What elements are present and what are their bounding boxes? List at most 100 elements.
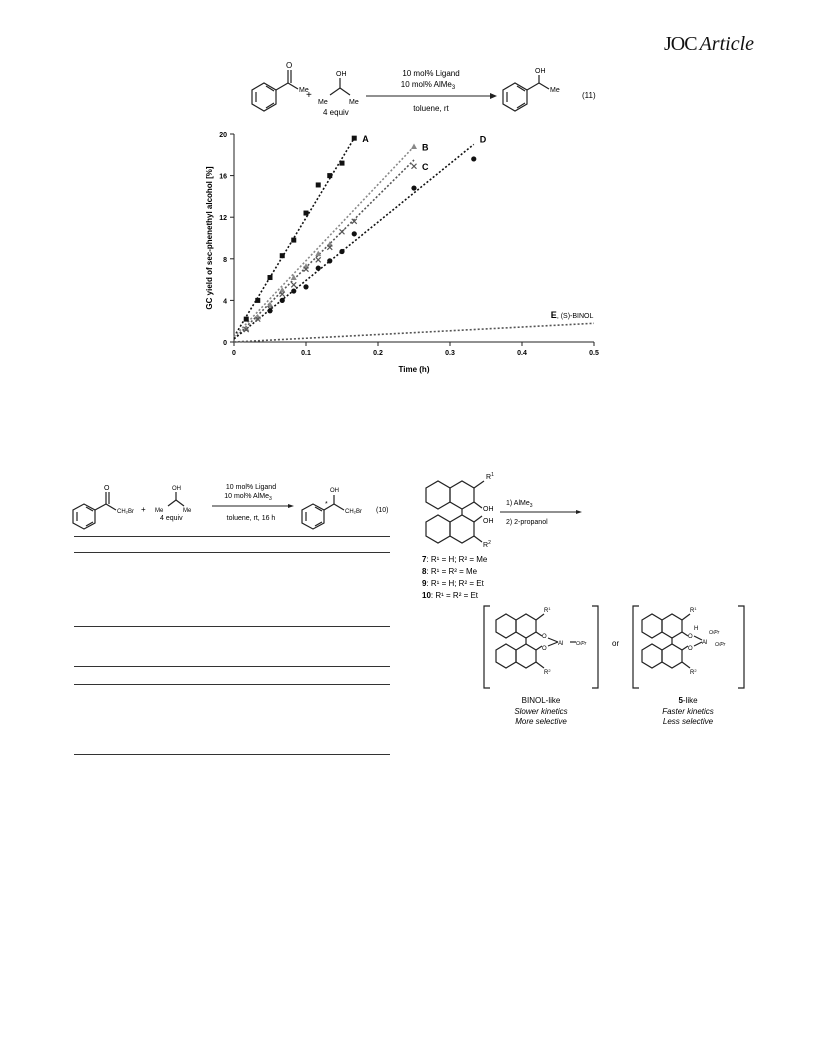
isopropanol-me-right: Me (349, 99, 359, 106)
five-like-label: 5-like (678, 696, 698, 705)
compound-8: 8: R¹ = R² = Me (422, 567, 478, 576)
binol-like-label: BINOL-like (522, 696, 561, 705)
arrow-head-10 (288, 504, 294, 508)
equation-number-10: (10) (376, 507, 388, 514)
series-label-A: A (362, 134, 369, 144)
section-name: Article (699, 33, 755, 55)
point-C-5 (303, 266, 309, 273)
x-tick-label-2: 0.2 (373, 350, 383, 357)
right-r2: R (690, 670, 695, 676)
point-D-0 (267, 308, 273, 314)
ch2br-label: CH₂Br (117, 509, 134, 515)
isopropanol-structure-10 (167, 492, 185, 507)
right-o-top: O (688, 634, 693, 640)
reagent-bottom-10: 10 mol% AlMe (224, 493, 269, 500)
reagent-bottom-sub-10: 3 (269, 496, 272, 502)
step2-label: 2) 2-propanol (506, 519, 548, 526)
reagent-bottom-sub: 3 (452, 85, 456, 91)
biaryl-diol-structure (425, 480, 485, 544)
y-axis-label: GC yield of sec-phenethyl alcohol [%] (205, 166, 214, 309)
right-o-bottom: O (688, 646, 693, 652)
right-oipr-top: O/Pr (709, 630, 720, 636)
point-B-6 (315, 250, 322, 257)
right-r1: R (690, 608, 695, 614)
point-D-3 (303, 284, 309, 290)
y-tick-label-4: 16 (219, 174, 227, 181)
r2-sup: 2 (488, 540, 491, 546)
point-D-6 (339, 248, 345, 255)
series-label-B: B (422, 142, 429, 152)
fit-line-E (233, 322, 595, 343)
conditions: toluene, rt (413, 104, 449, 113)
point-C-9 (351, 218, 358, 225)
point-A-1 (255, 297, 261, 303)
fit-line-A (233, 137, 355, 338)
fit-line-B (233, 145, 415, 338)
r2-label: R (483, 542, 488, 549)
point-D-8 (411, 185, 417, 191)
point-B-0 (243, 325, 250, 331)
x-tick-label-4: 0.4 (517, 350, 527, 357)
x-axis-label: Time (h) (399, 365, 430, 374)
point-B-8 (411, 143, 417, 149)
point-A-8 (339, 160, 345, 166)
table-rule-3 (74, 626, 390, 627)
r1-sup: 1 (491, 472, 494, 478)
point-C-6 (315, 256, 322, 263)
x-tick-label-5: 0.5 (589, 350, 599, 357)
y-tick-label-5: 20 (219, 132, 227, 139)
point-C-3 (279, 291, 286, 298)
point-A-6 (315, 182, 321, 188)
point-D-9 (471, 156, 477, 162)
oh-top: OH (483, 506, 494, 513)
y-tick-label-1: 4 (223, 298, 227, 305)
phenethyl-alcohol-structure (502, 75, 550, 112)
r1-label: R (486, 474, 491, 481)
journal-header: JOC Article (664, 33, 754, 56)
x-tick-label-1: 0.1 (301, 350, 311, 357)
five-like-selectivity: Less selective (663, 717, 714, 726)
isopropanol-me-left-10: Me (155, 508, 164, 514)
fit-line-C (233, 159, 415, 340)
equation-number-11: (11) (582, 91, 596, 100)
step1-label: 1) AlMe (506, 500, 530, 507)
point-C-1 (254, 316, 261, 323)
svg-text:R2: R2 (690, 668, 697, 676)
carbonyl-o-label-10: O (104, 485, 110, 492)
right-oipr-bottom: O/Pr (715, 642, 726, 648)
svg-text:R1: R1 (486, 472, 494, 481)
arrow-head (490, 93, 497, 99)
kinetics-chart: 0 0.1 0.2 0.3 0.4 0.5 0 4 8 12 16 20 A BC D E, (S)-BIN… (205, 132, 599, 374)
y-tick-label-2: 8 (223, 257, 227, 264)
ligand-scheme: R1 OH OH R2 1) AlMe3 2) 2-propanol 7: R¹… (422, 472, 745, 726)
point-D-7 (351, 231, 357, 237)
binol-like-complex (483, 605, 599, 689)
point-B-4 (290, 274, 297, 281)
oh-bottom: OH (483, 518, 494, 525)
compound-10: 10: R¹ = R² = Et (422, 591, 479, 600)
svg-text:R2: R2 (544, 668, 551, 676)
isopropanol-oh-label: OH (336, 71, 347, 78)
reaction-scheme-10: O CH₂Br + OH Me Me 4 equiv 10 mol% Ligan… (72, 484, 388, 530)
point-A-9 (351, 135, 357, 141)
table-rule-2 (74, 552, 390, 553)
isopropanol-oh-label-10: OH (172, 486, 181, 492)
point-B-2 (267, 301, 273, 308)
reagent-bottom: 10 mol% AlMe (401, 80, 453, 89)
or-label: or (612, 639, 619, 648)
x-tick-label-0: 0 (232, 350, 236, 357)
table-rule-6 (74, 754, 390, 755)
compound-list: 7: R¹ = H; R² = Me 8: R¹ = R² = Me 9: R¹… (422, 555, 488, 600)
conditions-10: toluene, rt, 16 h (227, 515, 276, 522)
acetophenone-structure (251, 70, 299, 112)
left-al: Al (558, 641, 563, 647)
journal-name: JOC (664, 33, 698, 55)
svg-text:10 mol% AlMe3: 10 mol% AlMe3 (401, 80, 456, 91)
compound-7: 7: R¹ = H; R² = Me (422, 555, 488, 564)
equiv-label: 4 equiv (323, 108, 349, 117)
point-A-2 (267, 275, 273, 281)
point-A-0 (243, 316, 249, 322)
binol-like-selectivity: More selective (515, 717, 567, 726)
point-C-7 (326, 244, 333, 251)
isopropanol-me-right-10: Me (183, 508, 192, 514)
